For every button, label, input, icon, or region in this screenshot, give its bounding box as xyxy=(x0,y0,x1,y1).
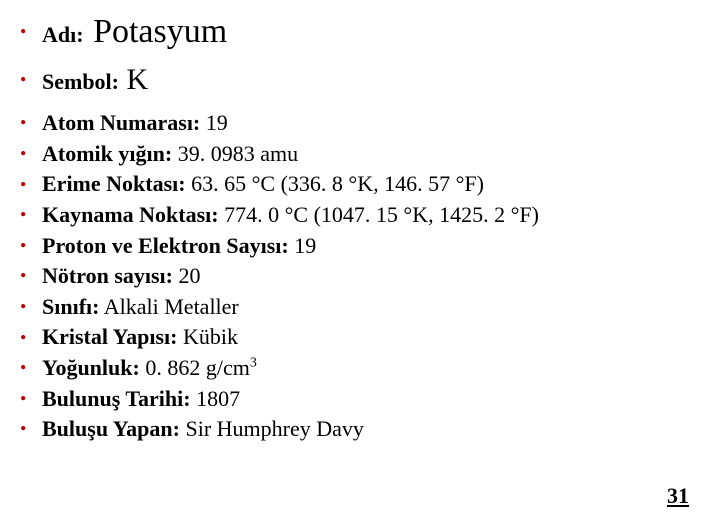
property-list: Adı: Potasyum Sembol: K xyxy=(20,10,699,99)
property-value: 774. 0 °C (1047. 15 °K, 1425. 2 °F) xyxy=(219,202,539,227)
property-value: 63. 65 °C (336. 8 °K, 146. 57 °F) xyxy=(186,171,484,196)
property-row: Buluşu Yapan: Sir Humphrey Davy xyxy=(20,415,699,444)
symbol-value: K xyxy=(127,63,149,96)
property-value: 20 xyxy=(173,263,201,288)
name-value: Potasyum xyxy=(93,13,227,50)
property-value: Alkali Metaller xyxy=(99,294,238,319)
property-label: Erime Noktası: xyxy=(42,171,186,196)
property-label: Sınıfı: xyxy=(42,294,99,319)
property-row: Atomik yığın: 39. 0983 amu xyxy=(20,140,699,169)
property-label: Atomik yığın: xyxy=(42,141,172,166)
property-row: Kristal Yapısı: Kübik xyxy=(20,323,699,352)
property-label: Buluşu Yapan: xyxy=(42,416,180,441)
property-row: Erime Noktası: 63. 65 °C (336. 8 °K, 146… xyxy=(20,170,699,199)
property-value-sup: 3 xyxy=(250,356,257,371)
row-name: Adı: Potasyum xyxy=(20,10,699,54)
property-row: Bulunuş Tarihi: 1807 xyxy=(20,385,699,414)
property-value: Kübik xyxy=(177,324,238,349)
property-label: Kaynama Noktası: xyxy=(42,202,219,227)
property-label: Atom Numarası: xyxy=(42,110,200,135)
property-label: Yoğunluk: xyxy=(42,355,140,380)
property-label: Bulunuş Tarihi: xyxy=(42,386,191,411)
property-value: 1807 xyxy=(191,386,241,411)
property-value: 0. 862 g/cm3 xyxy=(140,355,257,380)
property-row: Nötron sayısı: 20 xyxy=(20,262,699,291)
property-label: Proton ve Elektron Sayısı: xyxy=(42,233,289,258)
property-value: 19 xyxy=(289,233,317,258)
property-row: Proton ve Elektron Sayısı: 19 xyxy=(20,232,699,261)
property-row: Atom Numarası: 19 xyxy=(20,109,699,138)
property-row: Yoğunluk: 0. 862 g/cm3 xyxy=(20,354,699,383)
row-symbol: Sembol: K xyxy=(20,60,699,99)
property-value: 19 xyxy=(200,110,228,135)
symbol-label: Sembol: xyxy=(42,69,119,94)
page-number: 31 xyxy=(667,483,689,509)
property-value: Sir Humphrey Davy xyxy=(180,416,364,441)
property-list-std: Atom Numarası: 19Atomik yığın: 39. 0983 … xyxy=(20,109,699,444)
property-row: Sınıfı: Alkali Metaller xyxy=(20,293,699,322)
name-label: Adı: xyxy=(42,22,84,47)
property-label: Kristal Yapısı: xyxy=(42,324,177,349)
property-label: Nötron sayısı: xyxy=(42,263,173,288)
property-value: 39. 0983 amu xyxy=(172,141,298,166)
property-row: Kaynama Noktası: 774. 0 °C (1047. 15 °K,… xyxy=(20,201,699,230)
